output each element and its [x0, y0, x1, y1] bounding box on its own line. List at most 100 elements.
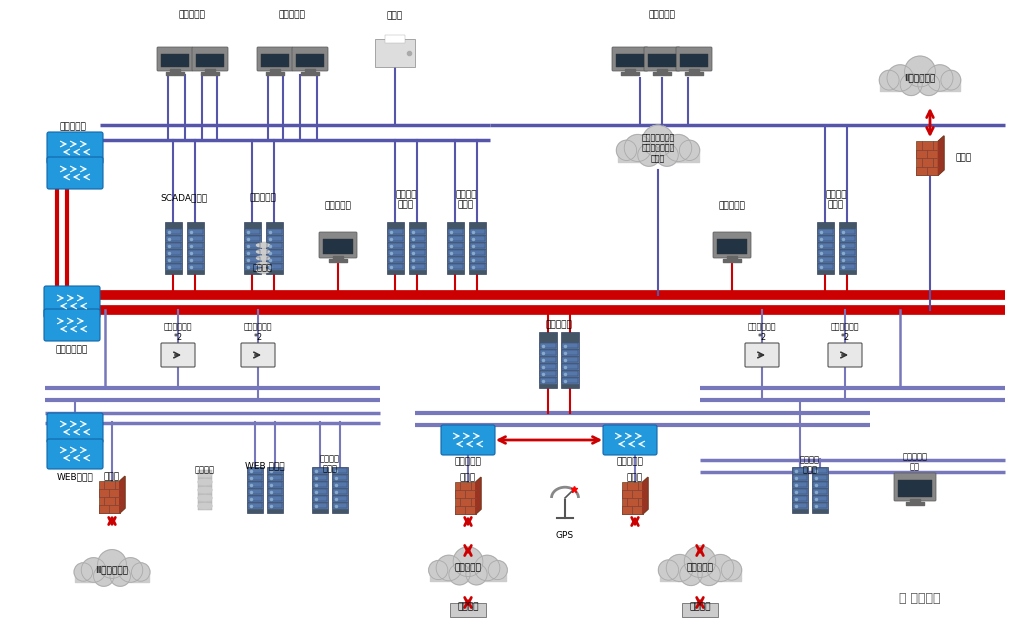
Circle shape	[698, 563, 721, 585]
FancyBboxPatch shape	[292, 47, 328, 71]
FancyBboxPatch shape	[447, 222, 463, 274]
FancyBboxPatch shape	[247, 467, 263, 513]
Text: 数采交换机: 数采交换机	[616, 458, 643, 466]
Bar	[261, 54, 288, 67]
FancyBboxPatch shape	[408, 222, 426, 274]
Ellipse shape	[256, 262, 270, 267]
Text: 配调工作站: 配调工作站	[179, 11, 206, 19]
Text: 数采交换机: 数采交换机	[455, 458, 482, 466]
Text: Ⅲ区其它系统: Ⅲ区其它系统	[95, 565, 128, 575]
Text: 调度数据网（需
配防火墙）或光
纤直连: 调度数据网（需 配防火墙）或光 纤直连	[641, 133, 674, 163]
Circle shape	[642, 125, 674, 157]
Circle shape	[74, 563, 92, 581]
Text: 正向隔离装置
*2: 正向隔离装置 *2	[163, 322, 192, 342]
FancyBboxPatch shape	[603, 425, 657, 455]
Circle shape	[449, 564, 470, 585]
Circle shape	[488, 560, 508, 580]
Circle shape	[656, 144, 678, 166]
Text: 历史服务器: 历史服务器	[249, 193, 276, 203]
Circle shape	[429, 560, 448, 580]
Text: WEB 服务器: WEB 服务器	[245, 461, 284, 471]
Circle shape	[82, 558, 105, 582]
FancyBboxPatch shape	[468, 222, 486, 274]
Text: 公网调试工
作站: 公网调试工 作站	[903, 453, 927, 472]
Bar	[197, 486, 212, 494]
FancyBboxPatch shape	[387, 222, 403, 274]
FancyBboxPatch shape	[161, 343, 195, 367]
FancyBboxPatch shape	[47, 439, 103, 469]
Circle shape	[665, 135, 692, 161]
Bar	[197, 478, 212, 486]
Circle shape	[131, 563, 150, 581]
FancyBboxPatch shape	[561, 332, 579, 388]
Circle shape	[707, 554, 734, 582]
Circle shape	[679, 563, 702, 585]
FancyBboxPatch shape	[243, 222, 261, 274]
Text: SCADA服务器: SCADA服务器	[160, 193, 208, 203]
Text: GPS: GPS	[556, 531, 574, 541]
Text: 反向隔离装置
*2: 反向隔离装置 *2	[244, 322, 272, 342]
Bar	[450, 603, 486, 617]
Circle shape	[941, 70, 961, 90]
Bar	[99, 481, 120, 513]
Circle shape	[887, 65, 913, 91]
Circle shape	[436, 556, 461, 581]
FancyBboxPatch shape	[312, 467, 328, 513]
Circle shape	[93, 565, 114, 587]
Text: 通信接口
服务器: 通信接口 服务器	[320, 454, 340, 474]
Bar	[455, 482, 476, 514]
FancyBboxPatch shape	[164, 222, 182, 274]
FancyBboxPatch shape	[812, 467, 828, 513]
Ellipse shape	[256, 243, 270, 247]
Text: 报表工作站: 报表工作站	[278, 11, 305, 19]
Text: 配网交换机: 配网交换机	[60, 123, 87, 131]
FancyBboxPatch shape	[713, 232, 751, 258]
Text: WEB交换机: WEB交换机	[57, 472, 93, 482]
Circle shape	[659, 560, 678, 580]
Bar	[916, 141, 939, 175]
Bar	[197, 470, 212, 478]
Bar	[648, 54, 676, 67]
Circle shape	[453, 547, 483, 577]
Ellipse shape	[197, 487, 212, 492]
FancyBboxPatch shape	[839, 222, 855, 274]
Bar	[682, 603, 718, 617]
Bar	[616, 54, 644, 67]
FancyBboxPatch shape	[792, 467, 808, 513]
Circle shape	[722, 560, 741, 580]
Text: 公网终端: 公网终端	[690, 603, 710, 611]
Text: 数采服务器: 数采服务器	[546, 321, 573, 329]
Circle shape	[110, 565, 130, 587]
FancyBboxPatch shape	[440, 425, 495, 455]
Text: 🐾 配网观点: 🐾 配网观点	[900, 591, 941, 604]
Polygon shape	[939, 136, 944, 175]
Bar	[256, 268, 270, 274]
FancyBboxPatch shape	[746, 343, 779, 367]
Bar	[197, 502, 212, 510]
FancyBboxPatch shape	[320, 232, 357, 258]
Text: 磁盘阵列: 磁盘阵列	[253, 264, 273, 273]
Circle shape	[879, 70, 900, 90]
Circle shape	[901, 74, 922, 95]
Circle shape	[625, 135, 651, 161]
FancyBboxPatch shape	[817, 222, 833, 274]
Text: 通信接口
服务器: 通信接口 服务器	[825, 190, 847, 210]
Text: 防火墙: 防火墙	[955, 154, 971, 162]
FancyBboxPatch shape	[157, 47, 193, 71]
Text: 防火墙: 防火墙	[460, 474, 476, 482]
FancyBboxPatch shape	[44, 309, 100, 341]
Ellipse shape	[197, 479, 212, 484]
Text: 磁盘阵列: 磁盘阵列	[195, 466, 215, 474]
Circle shape	[616, 140, 637, 161]
Bar	[680, 54, 708, 67]
Bar	[323, 239, 353, 254]
FancyBboxPatch shape	[44, 286, 100, 318]
FancyBboxPatch shape	[828, 343, 862, 367]
Bar	[898, 480, 932, 497]
Text: 远程工作站: 远程工作站	[648, 11, 675, 19]
Bar	[717, 239, 747, 254]
Text: 打印机: 打印机	[387, 12, 403, 20]
Circle shape	[466, 564, 487, 585]
Circle shape	[118, 558, 143, 582]
Circle shape	[97, 550, 126, 578]
